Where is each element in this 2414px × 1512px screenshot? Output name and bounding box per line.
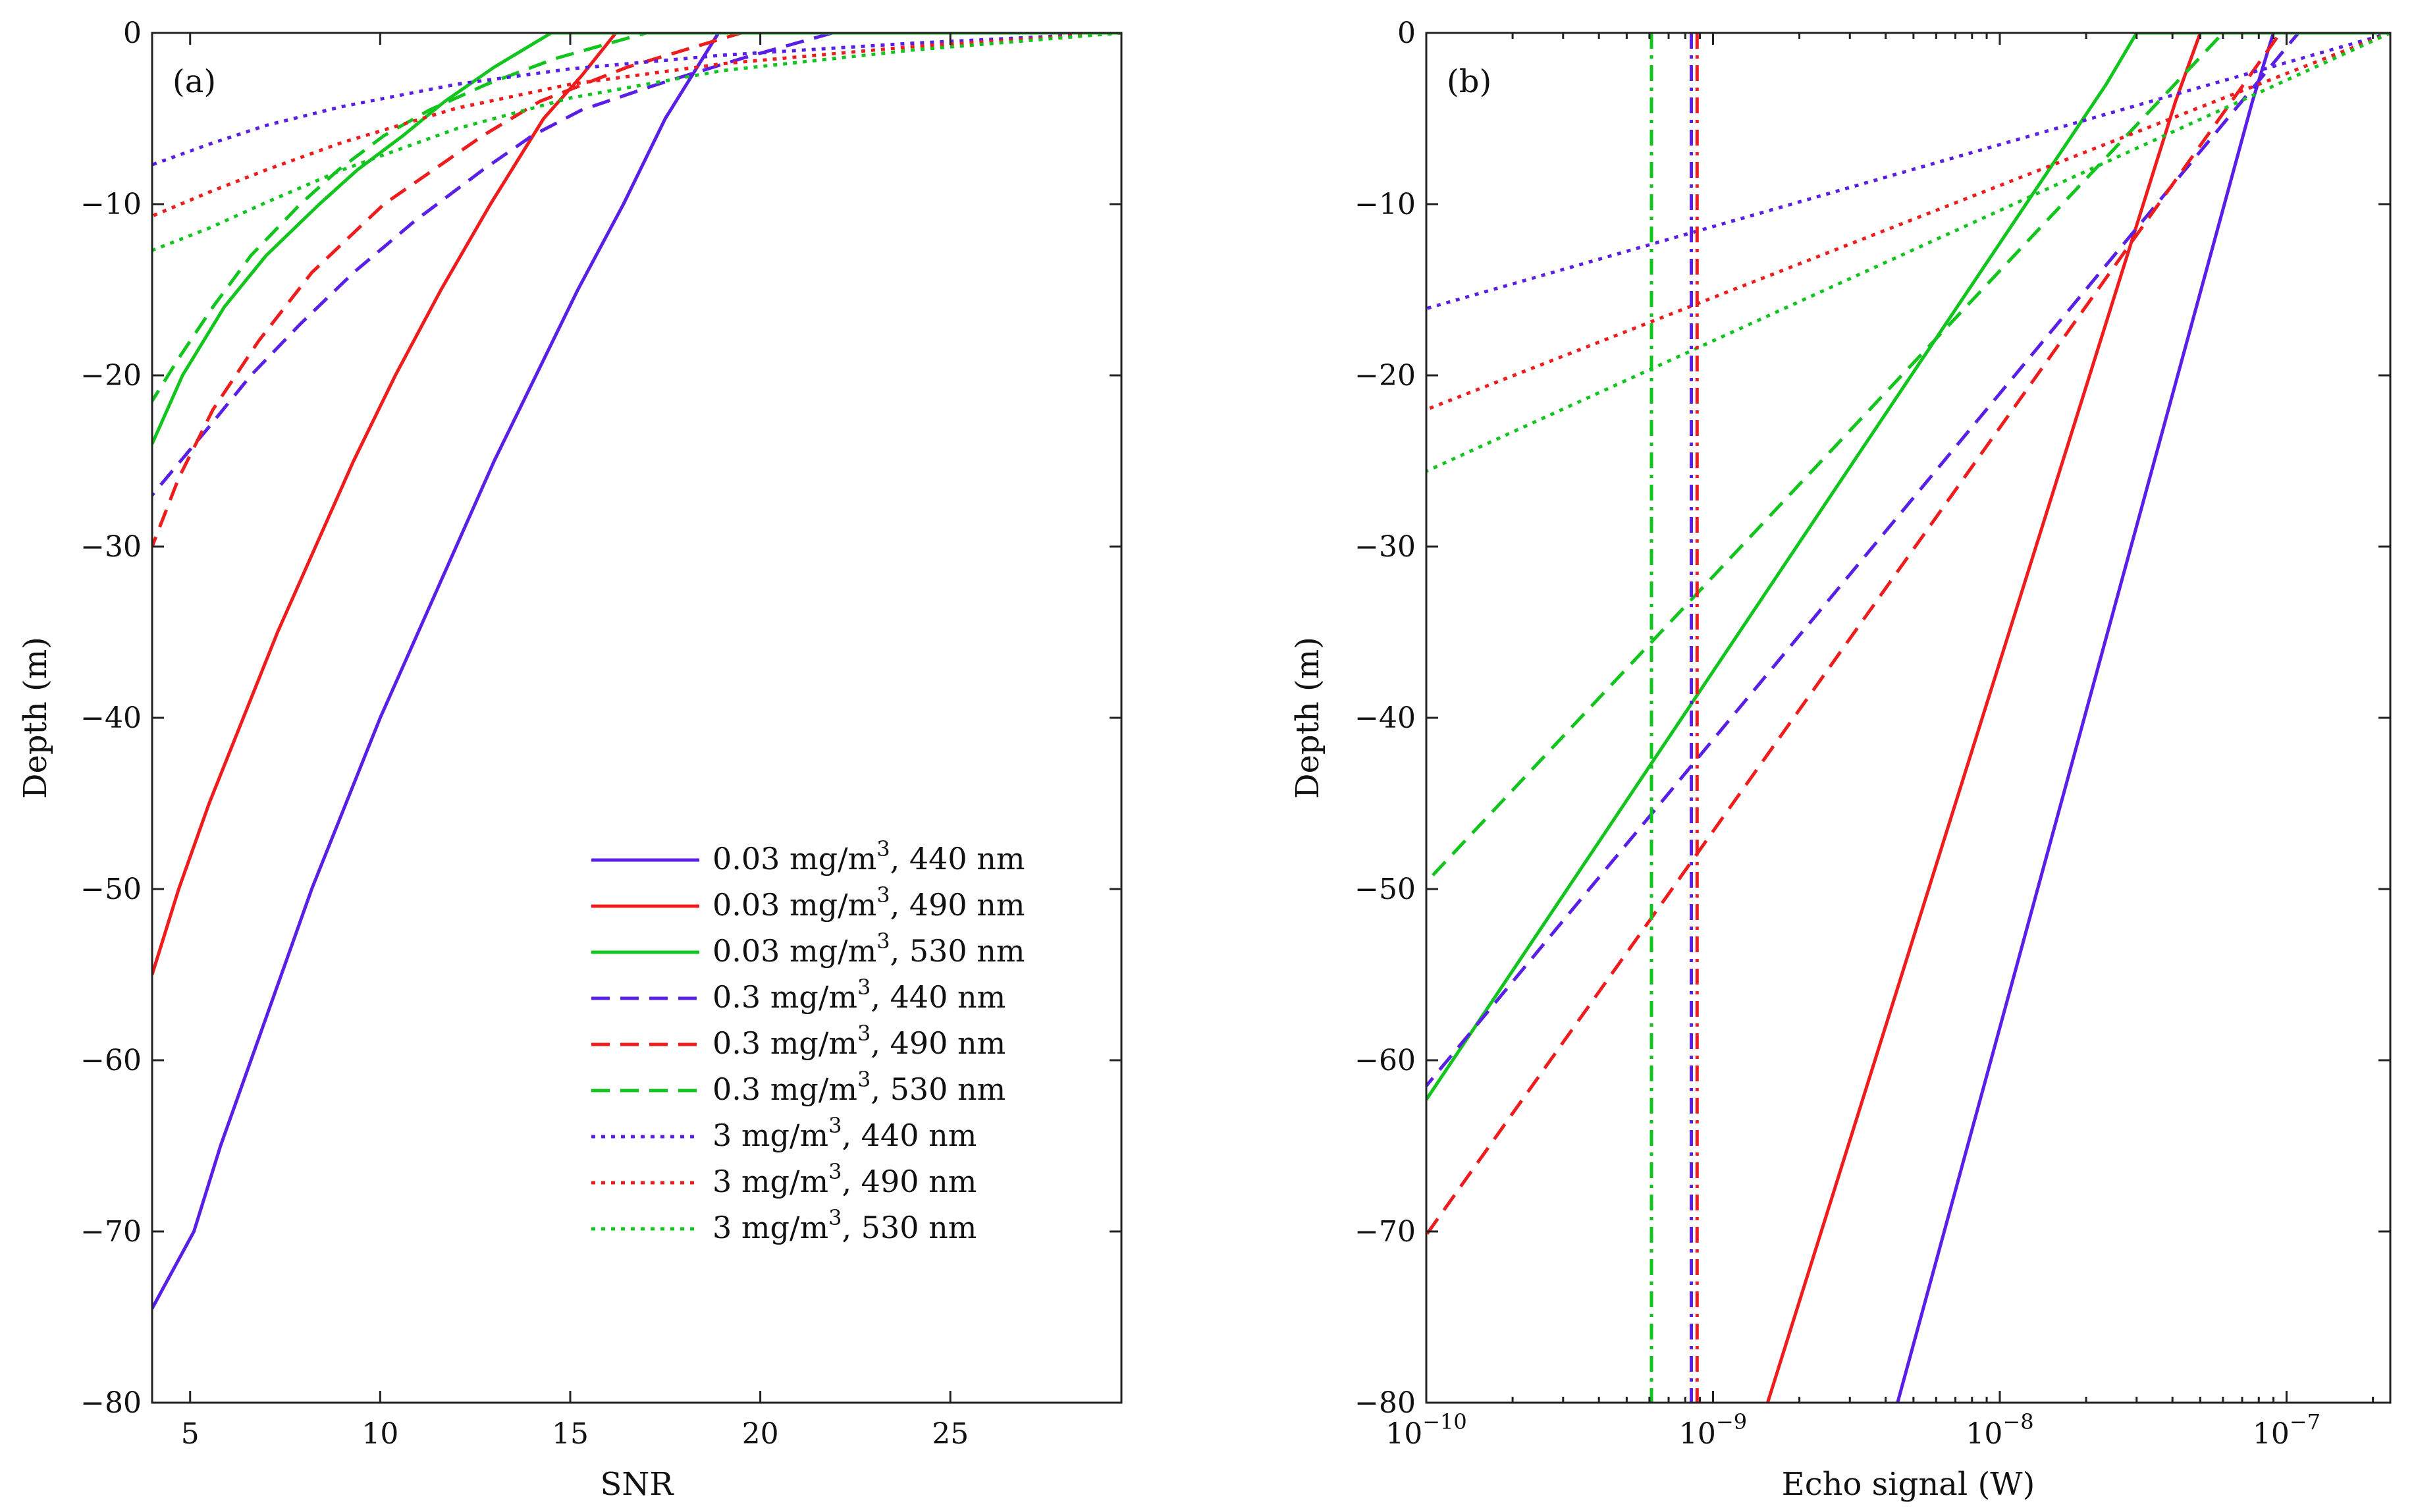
chart-panel-a: 0 −10 −20 −30 −40 −50 −60 −70 −80 5 10 15 20 25 SNR Dep… — [17, 16, 1123, 1503]
x-axis-label: Echo signal (W) — [1782, 1466, 2035, 1503]
x-axis-label: SNR — [600, 1466, 674, 1503]
x-tick-label: 25 — [932, 1417, 969, 1451]
plot-frame — [1425, 32, 2392, 1404]
y-tick-label: −70 — [1355, 1215, 1416, 1249]
legend-entry: 3 mg/m3, 530 nm — [712, 1205, 977, 1245]
x-tick-label: 10−10 — [1385, 1409, 1467, 1451]
x-tick-label: 10−8 — [1966, 1409, 2033, 1451]
x-tick-label: 5 — [181, 1417, 200, 1451]
series-line-a-0 — [152, 33, 1121, 1310]
y-tick-label: −60 — [1355, 1044, 1416, 1077]
y-tick-label: −70 — [80, 1215, 142, 1249]
legend-entry: 0.03 mg/m3, 440 nm — [712, 836, 1025, 877]
y-tick-label: −30 — [80, 530, 142, 564]
legend-entry: 3 mg/m3, 490 nm — [712, 1159, 977, 1199]
series-line-a-6 — [152, 33, 1121, 167]
y-tick-label: −30 — [1355, 530, 1416, 564]
y-tick-label: 0 — [123, 16, 142, 50]
legend-entry: 0.3 mg/m3, 530 nm — [712, 1067, 1006, 1107]
y-tick-label: −20 — [1355, 359, 1416, 392]
y-tick-label: 0 — [1397, 16, 1416, 50]
series-line-a-7 — [152, 33, 1121, 218]
series-line-b-8 — [1426, 33, 2390, 473]
series-line-b-0 — [1896, 33, 2390, 1403]
series-line-a-1 — [152, 33, 1121, 975]
series-group — [1426, 33, 2390, 1403]
legend-entry: 0.03 mg/m3, 490 nm — [712, 882, 1025, 923]
x-tick-label: 10−9 — [1679, 1409, 1747, 1451]
y-axis-label: Depth (m) — [17, 637, 54, 799]
legend-entry: 0.3 mg/m3, 440 nm — [712, 975, 1006, 1015]
y-tick-label: −50 — [1355, 873, 1416, 906]
y-tick-label: −40 — [1355, 701, 1416, 735]
series-line-b-2 — [1426, 33, 2390, 1101]
y-tick-label: −40 — [80, 701, 142, 735]
series-line-a-3 — [152, 33, 1121, 497]
legend-entry: 0.3 mg/m3, 490 nm — [712, 1021, 1006, 1061]
series-line-b-6 — [1426, 33, 2390, 311]
series-line-a-4 — [152, 33, 1121, 547]
y-axis-label: Depth (m) — [1289, 637, 1326, 799]
series-line-a-8 — [152, 33, 1121, 252]
series-line-b-7 — [1426, 33, 2390, 412]
series-line-a-5 — [152, 33, 1121, 402]
y-tick-label: −60 — [80, 1044, 142, 1077]
x-tick-label: 10−7 — [2253, 1409, 2320, 1451]
y-tick-label: −10 — [1355, 188, 1416, 221]
legend-entry: 0.03 mg/m3, 530 nm — [712, 929, 1025, 969]
panel-label: (b) — [1447, 63, 1491, 100]
series-line-a-2 — [152, 33, 1121, 445]
series-line-b-3 — [1426, 33, 2390, 1087]
y-tick-label: −10 — [80, 188, 142, 221]
y-tick-label: −20 — [80, 359, 142, 392]
x-tick-label: 20 — [742, 1417, 779, 1451]
series-line-b-4 — [1426, 33, 2390, 1236]
series-line-b-5 — [1426, 33, 2390, 884]
panel-label: (a) — [173, 63, 216, 100]
y-tick-label: −80 — [80, 1386, 142, 1420]
legend-entry: 3 mg/m3, 440 nm — [712, 1113, 977, 1153]
series-line-b-1 — [1766, 33, 2390, 1403]
y-tick-label: −80 — [1355, 1386, 1416, 1420]
legend: 0.03 mg/m3, 440 nm 0.03 mg/m3, 490 nm 0.03… — [591, 836, 1025, 1245]
x-tick-label: 15 — [552, 1417, 589, 1451]
y-tick-label: −50 — [80, 873, 142, 906]
x-tick-label: 10 — [362, 1417, 398, 1451]
series-group — [152, 33, 1121, 1310]
